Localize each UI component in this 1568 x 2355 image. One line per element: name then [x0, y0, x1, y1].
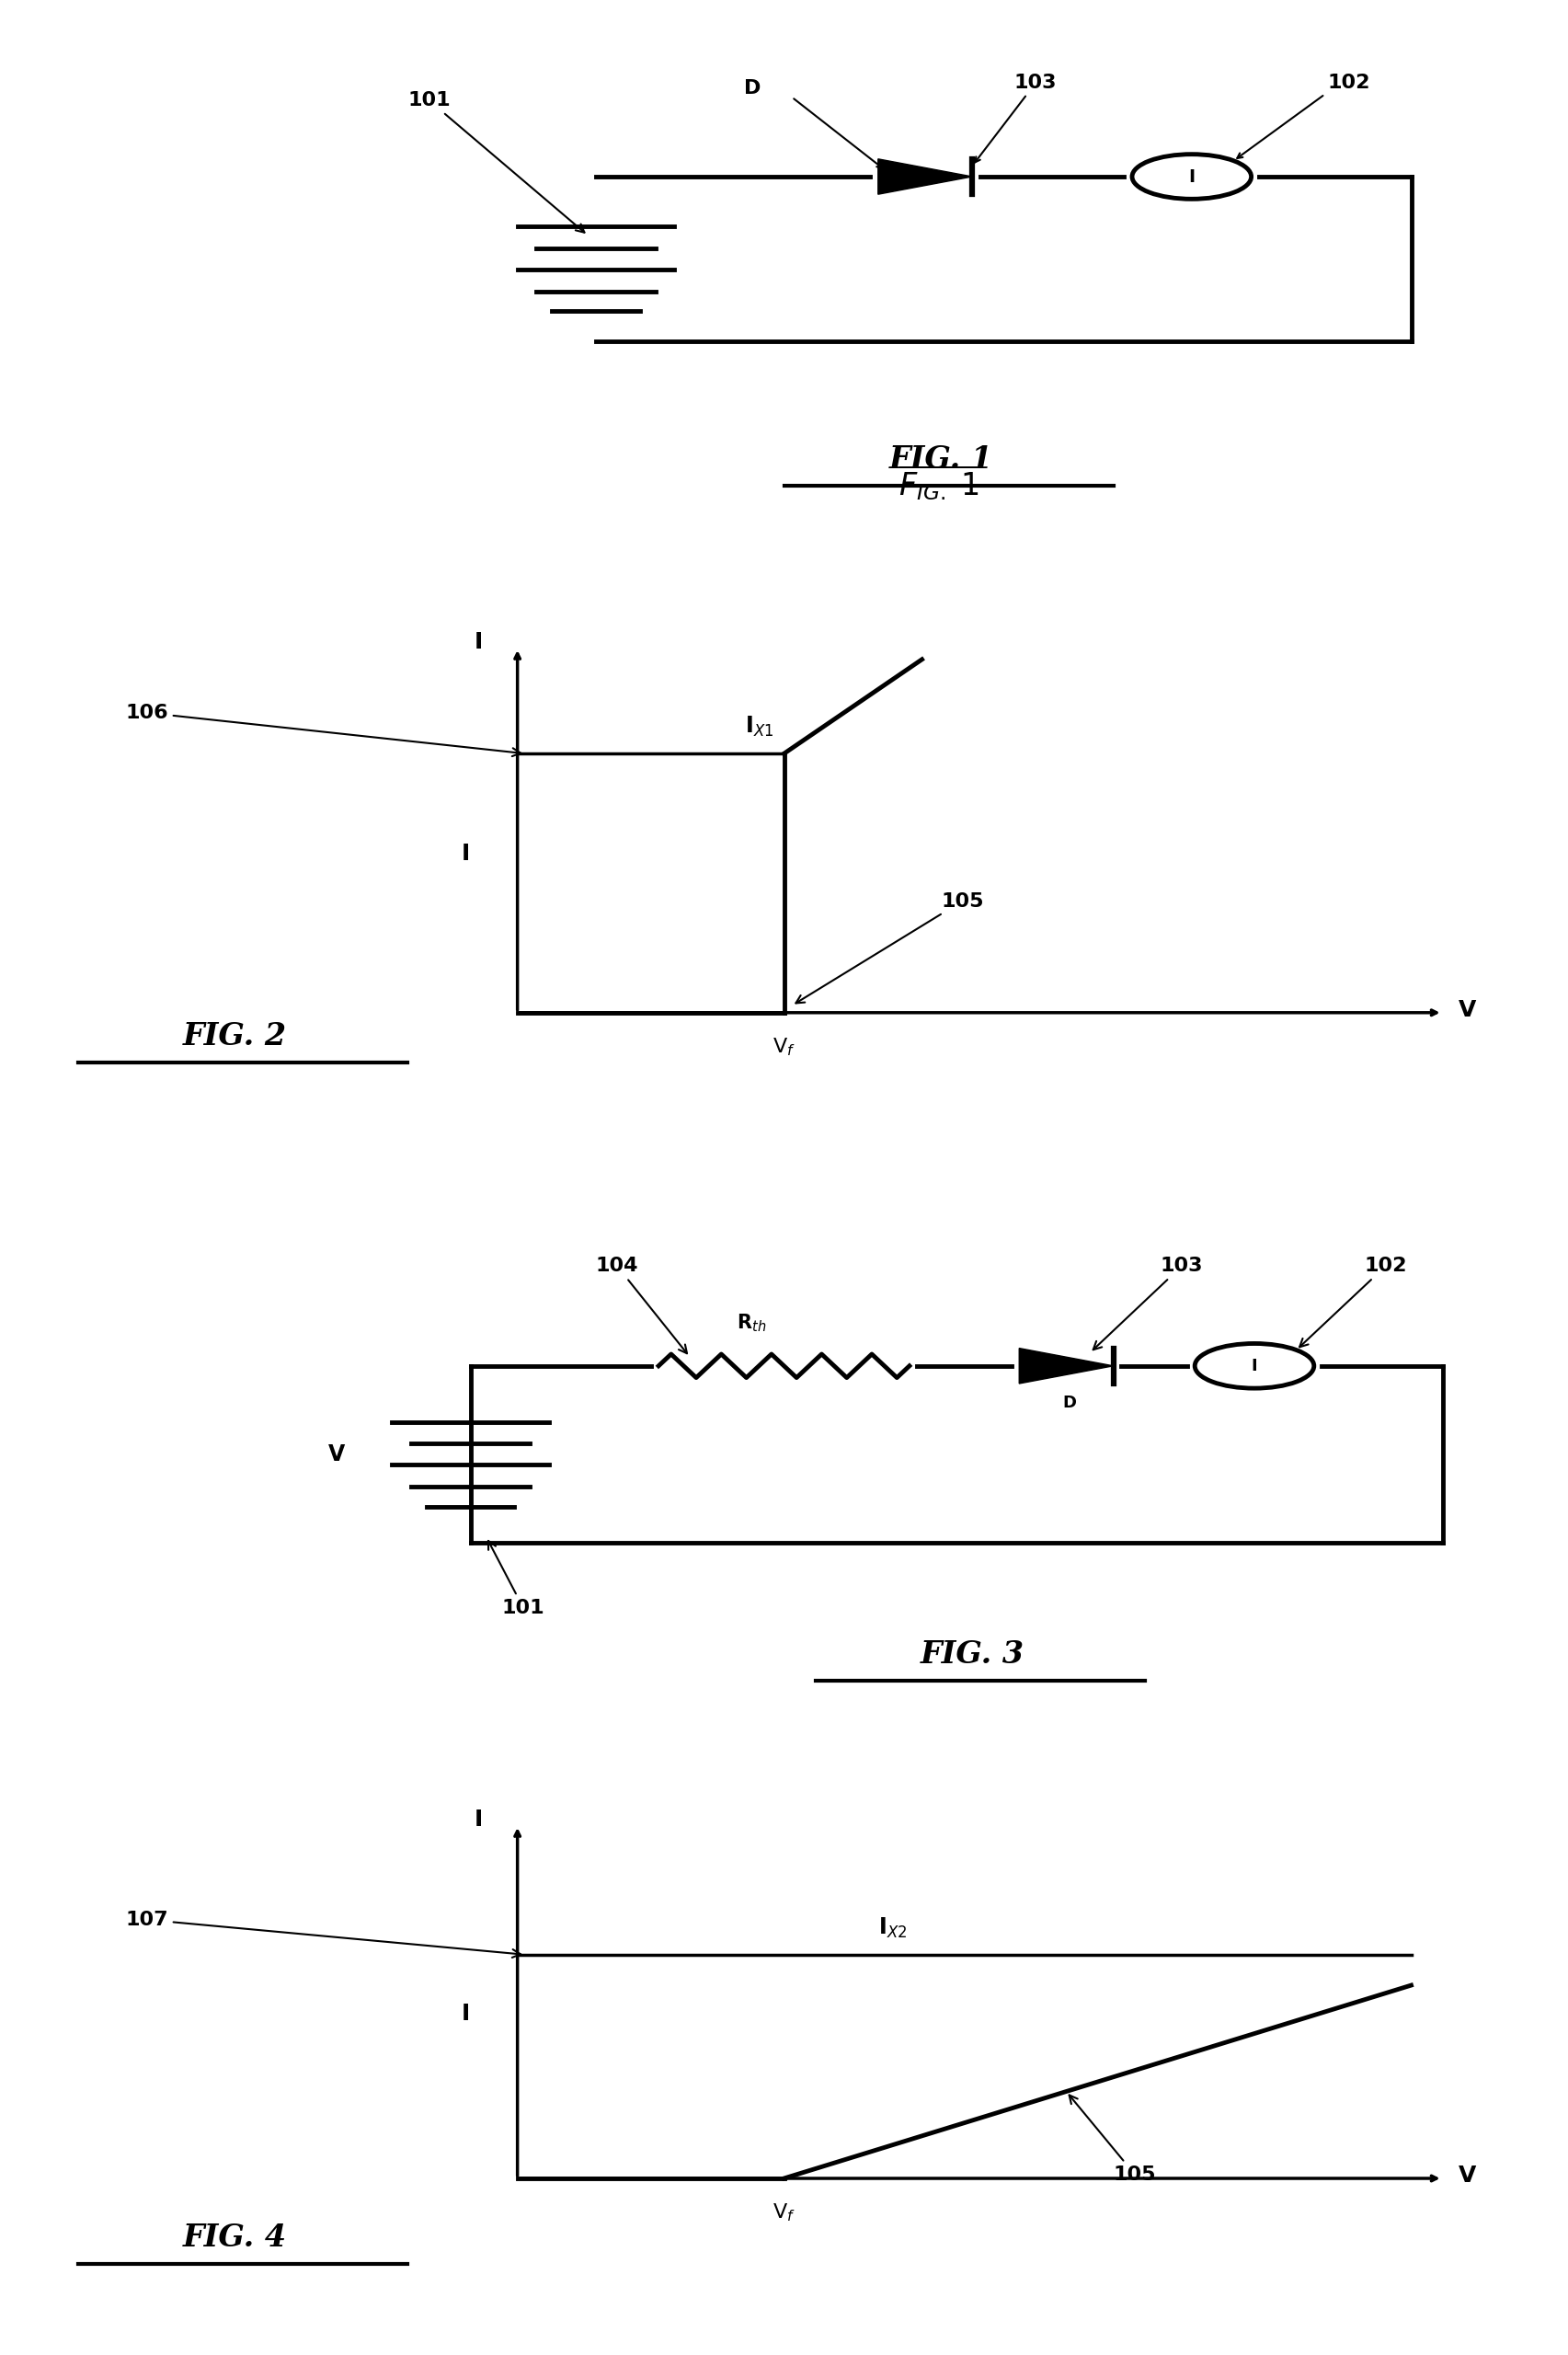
- Text: D: D: [1063, 1394, 1076, 1411]
- Text: V$_f$: V$_f$: [773, 2202, 795, 2223]
- Text: 105: 105: [797, 893, 983, 1003]
- Text: 102: 102: [1327, 73, 1370, 92]
- Text: 103: 103: [1093, 1258, 1203, 1349]
- Text: FIG. 2: FIG. 2: [183, 1022, 287, 1050]
- Text: 104: 104: [596, 1258, 687, 1354]
- Text: I: I: [1251, 1356, 1258, 1375]
- Text: I: I: [474, 631, 483, 652]
- Text: V: V: [1458, 999, 1475, 1020]
- Text: I$_{X2}$: I$_{X2}$: [878, 1917, 906, 1941]
- Text: FIG. 1: FIG. 1: [889, 445, 993, 473]
- Text: 101: 101: [408, 92, 585, 233]
- Text: V: V: [1458, 2164, 1475, 2185]
- Text: 101: 101: [488, 1540, 544, 1618]
- Text: V: V: [328, 1444, 345, 1465]
- Text: 106: 106: [125, 704, 521, 756]
- Text: R$_{th}$: R$_{th}$: [737, 1312, 767, 1333]
- Text: 102: 102: [1300, 1258, 1406, 1347]
- Text: FIG. 3: FIG. 3: [920, 1639, 1024, 1670]
- Text: I: I: [463, 843, 470, 864]
- Polygon shape: [1019, 1347, 1113, 1382]
- Text: D: D: [745, 80, 760, 97]
- Text: 105: 105: [1069, 2096, 1156, 2183]
- Text: 107: 107: [125, 1910, 521, 1957]
- Text: 103: 103: [1013, 73, 1057, 92]
- Text: I: I: [474, 1809, 483, 1830]
- Text: V$_f$: V$_f$: [773, 1036, 795, 1057]
- Text: $\overline{F_{IG.}\ 1}$: $\overline{F_{IG.}\ 1}$: [898, 464, 983, 502]
- Text: I$_{X1}$: I$_{X1}$: [745, 716, 773, 739]
- Text: I: I: [463, 2002, 470, 2025]
- Text: I: I: [1189, 167, 1195, 186]
- Polygon shape: [878, 160, 972, 193]
- Text: FIG. 4: FIG. 4: [183, 2223, 287, 2251]
